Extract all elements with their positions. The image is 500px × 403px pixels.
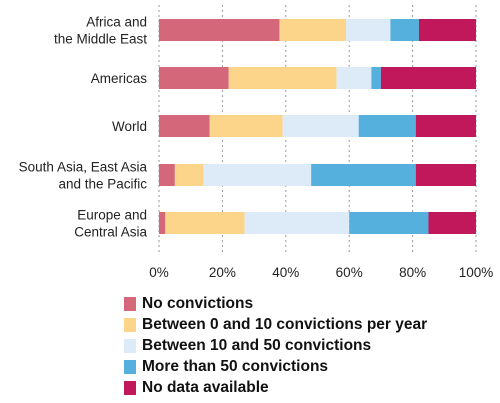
legend-item-1: Between 0 and 10 convictions per year [124, 314, 427, 335]
legend-label: No data available [142, 378, 269, 396]
bar-segment-0-4 [418, 19, 476, 41]
gridlines [158, 5, 477, 252]
x-tick-label-0: 0% [149, 265, 169, 280]
bar-segment-2-1 [209, 115, 283, 137]
bar-segment-3-1 [174, 164, 204, 186]
bar-segment-2-3 [358, 115, 416, 137]
category-label-0-1: the Middle East [54, 32, 147, 47]
bar-segment-4-3 [349, 212, 429, 234]
legend: No convictions Between 0 and 10 convictio… [124, 293, 427, 398]
bar-segment-4-4 [428, 212, 476, 234]
bar-segment-1-2 [336, 67, 372, 89]
legend-label: More than 50 convictions [142, 357, 329, 375]
legend-label: No convictions [142, 294, 254, 312]
bar-segment-2-4 [415, 115, 476, 137]
category-label-3-1: and the Pacific [58, 177, 147, 192]
legend-item-2: Between 10 and 50 convictions [124, 335, 427, 356]
category-label-4-1: Central Asia [74, 225, 147, 240]
bar-segment-0-0 [159, 19, 280, 41]
bars [159, 19, 476, 234]
legend-item-0: No convictions [124, 293, 427, 314]
x-tick-label-1: 20% [209, 265, 236, 280]
legend-swatch [124, 296, 136, 311]
legend-swatch [124, 359, 136, 374]
bar-segment-1-3 [371, 67, 381, 89]
bar-segment-4-2 [244, 212, 350, 234]
category-label-3-0: South Asia, East Asia [19, 160, 148, 175]
bar-segment-4-0 [159, 212, 166, 234]
bar-segment-1-0 [159, 67, 229, 89]
bar-segment-3-0 [159, 164, 175, 186]
bar-segment-4-1 [165, 212, 245, 234]
x-axis-ticks: 0% 20% 40% 60% 80% 100% [149, 265, 493, 280]
bar-segment-2-0 [159, 115, 210, 137]
legend-swatch [124, 317, 136, 332]
x-tick-label-2: 40% [272, 265, 299, 280]
bar-segment-1-1 [228, 67, 337, 89]
bar-segment-1-4 [380, 67, 476, 89]
legend-label: Between 0 and 10 convictions per year [142, 315, 428, 333]
x-tick-label-4: 80% [399, 265, 426, 280]
bar-segment-3-2 [203, 164, 312, 186]
category-label-1-0: Americas [91, 71, 148, 86]
bar-segment-2-2 [282, 115, 359, 137]
bar-segment-3-4 [415, 164, 476, 186]
category-label-4-0: Europe and [77, 208, 147, 223]
category-label-2-0: World [112, 119, 147, 134]
category-label-0-0: Africa and [86, 15, 147, 30]
legend-swatch [124, 338, 136, 353]
stacked-bar-chart: Africa and the Middle East Americas World So… [19, 5, 493, 280]
bar-segment-0-3 [390, 19, 419, 41]
legend-label: Between 10 and 50 convictions [142, 336, 372, 354]
bar-segment-0-1 [279, 19, 347, 41]
bar-segment-0-2 [346, 19, 391, 41]
legend-item-3: More than 50 convictions [124, 356, 427, 377]
x-tick-label-5: 100% [459, 265, 494, 280]
legend-swatch [124, 380, 136, 395]
x-tick-label-3: 60% [336, 265, 363, 280]
category-labels: Africa and the Middle East Americas World So… [19, 15, 148, 240]
legend-item-4: No data available [124, 377, 427, 398]
bar-segment-3-3 [311, 164, 416, 186]
